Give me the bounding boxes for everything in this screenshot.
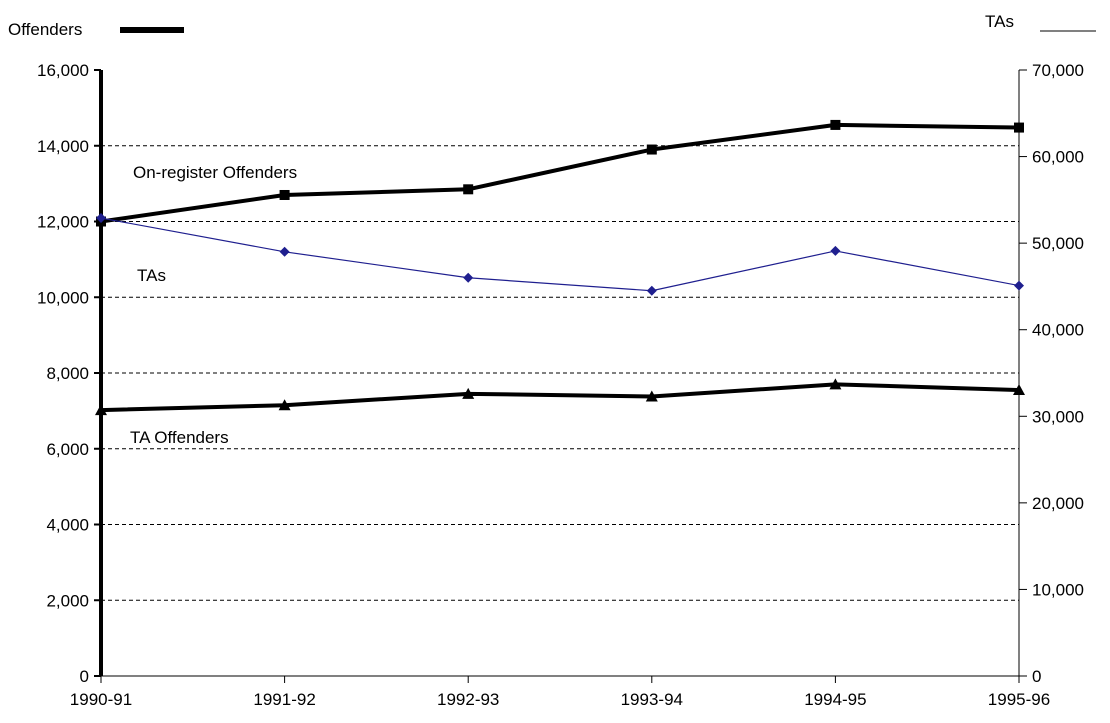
data-point-tas bbox=[830, 246, 840, 256]
data-point-on-register-offenders bbox=[280, 190, 290, 200]
right-axis-ticks: 0 10,000 20,000 30,000 40,000 50,000 60,000 70,… bbox=[1019, 61, 1084, 686]
right-tick-label: 0 bbox=[1032, 667, 1041, 686]
x-tick-label: 1991-92 bbox=[253, 690, 315, 709]
right-tick-label: 60,000 bbox=[1032, 148, 1084, 167]
left-tick-label: 0 bbox=[80, 667, 89, 686]
right-tick-label: 10,000 bbox=[1032, 580, 1084, 599]
left-tick-label: 2,000 bbox=[46, 591, 89, 610]
left-tick-label: 10,000 bbox=[37, 288, 89, 307]
left-tick-label: 6,000 bbox=[46, 440, 89, 459]
data-point-on-register-offenders bbox=[830, 120, 840, 130]
right-tick-label: 40,000 bbox=[1032, 321, 1084, 340]
left-tick-label: 16,000 bbox=[37, 61, 89, 80]
data-point-on-register-offenders bbox=[1014, 123, 1024, 133]
series-tas bbox=[96, 213, 1024, 296]
x-tick-label: 1992-93 bbox=[437, 690, 499, 709]
series-label-on-register-offenders: On-register Offenders bbox=[133, 163, 297, 182]
right-tick-label: 30,000 bbox=[1032, 407, 1084, 426]
left-axis-title: Offenders bbox=[8, 20, 82, 39]
right-axis-title: TAs bbox=[985, 12, 1014, 31]
right-tick-label: 70,000 bbox=[1032, 61, 1084, 80]
right-tick-label: 50,000 bbox=[1032, 234, 1084, 253]
x-tick-label: 1993-94 bbox=[621, 690, 683, 709]
data-point-on-register-offenders bbox=[647, 145, 657, 155]
gridlines bbox=[101, 146, 1019, 601]
data-point-on-register-offenders bbox=[463, 184, 473, 194]
series-line-ta-offenders bbox=[101, 384, 1019, 410]
left-tick-label: 8,000 bbox=[46, 364, 89, 383]
left-tick-label: 12,000 bbox=[37, 213, 89, 232]
left-axis-ticks: 0 2,000 4,000 6,000 8,000 10,000 12,000 14,000 1… bbox=[37, 61, 101, 686]
x-tick-label: 1995-96 bbox=[988, 690, 1050, 709]
series-label-tas: TAs bbox=[137, 266, 166, 285]
data-point-tas bbox=[280, 247, 290, 257]
x-tick-label: 1990-91 bbox=[70, 690, 132, 709]
series-ta-offenders bbox=[95, 378, 1025, 415]
data-point-tas bbox=[463, 273, 473, 283]
left-tick-label: 14,000 bbox=[37, 137, 89, 156]
data-point-tas bbox=[647, 286, 657, 296]
right-tick-label: 20,000 bbox=[1032, 494, 1084, 513]
x-axis-ticks: 1990-91 1991-92 1992-93 1993-94 1994-95 1995-… bbox=[70, 676, 1050, 709]
series-line-tas bbox=[101, 218, 1019, 291]
data-point-tas bbox=[1014, 281, 1024, 291]
x-tick-label: 1994-95 bbox=[804, 690, 866, 709]
left-tick-label: 4,000 bbox=[46, 516, 89, 535]
series-label-ta-offenders: TA Offenders bbox=[130, 428, 229, 447]
